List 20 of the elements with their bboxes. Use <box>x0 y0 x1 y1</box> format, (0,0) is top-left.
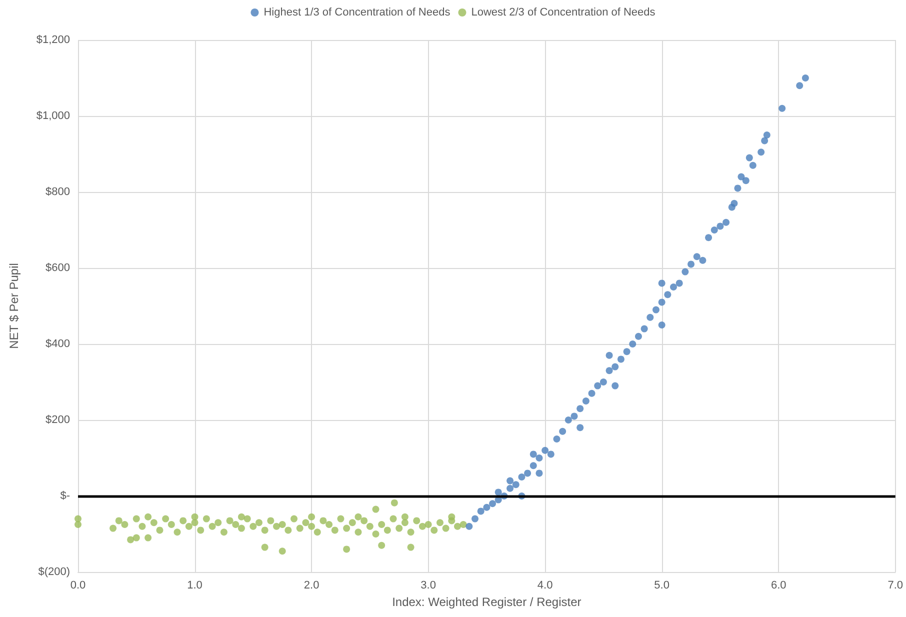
y-tick-label: $400 <box>46 338 70 350</box>
x-tick-label: 1.0 <box>187 580 202 592</box>
y-tick-label: $200 <box>46 414 70 426</box>
y-tick-label: $800 <box>46 186 70 198</box>
y-tick-label: $600 <box>46 262 70 274</box>
x-tick-label: 3.0 <box>420 580 436 592</box>
x-tick-label: 5.0 <box>654 580 670 592</box>
y-tick-label: $(200) <box>38 566 70 578</box>
y-tick-label: $- <box>60 490 70 502</box>
x-tick-label: 4.0 <box>537 580 553 592</box>
legend-label: Highest 1/3 of Concentration of Needs <box>264 6 451 18</box>
x-tick-label: 7.0 <box>888 580 904 592</box>
y-tick-label: $1,000 <box>36 110 70 122</box>
x-tick-label: 2.0 <box>304 580 320 592</box>
y-tick-label: $1,200 <box>36 34 70 46</box>
y-axis-title: NET $ Per Pupil <box>7 263 21 349</box>
x-axis-title: Index: Weighted Register / Register <box>392 594 582 609</box>
x-tick-label: 0.0 <box>70 580 86 592</box>
legend-label: Lowest 2/3 of Concentration of Needs <box>471 6 656 18</box>
x-tick-label: 6.0 <box>770 580 786 592</box>
